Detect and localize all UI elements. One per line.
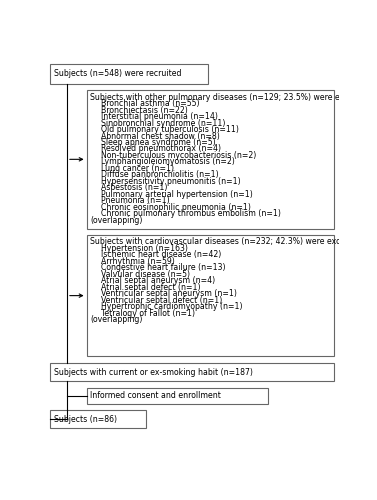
Text: Hypertrophic cardiomyopathy (n=1): Hypertrophic cardiomyopathy (n=1) xyxy=(101,302,243,311)
Text: Ventricular septal defect (n=1): Ventricular septal defect (n=1) xyxy=(101,296,222,304)
FancyBboxPatch shape xyxy=(87,90,334,228)
Text: Chronic eosinophilic pneumonia (n=1): Chronic eosinophilic pneumonia (n=1) xyxy=(101,202,251,211)
Text: Ischemic heart disease (n=42): Ischemic heart disease (n=42) xyxy=(101,250,221,260)
Text: Bronchiectasis (n=22): Bronchiectasis (n=22) xyxy=(101,106,188,114)
Text: Valvular disease (n=5): Valvular disease (n=5) xyxy=(101,270,190,279)
Text: (overlapping): (overlapping) xyxy=(90,315,143,324)
Text: Subjects with cardiovascular diseases (n=232; 42.3%) were excluded:: Subjects with cardiovascular diseases (n… xyxy=(90,238,365,246)
Text: Bronchial asthma (n=55): Bronchial asthma (n=55) xyxy=(101,99,200,108)
Text: Resolved pneumothorax (n=4): Resolved pneumothorax (n=4) xyxy=(101,144,221,154)
FancyBboxPatch shape xyxy=(87,235,334,356)
Text: Chronic pulmonary thrombus embolism (n=1): Chronic pulmonary thrombus embolism (n=1… xyxy=(101,209,281,218)
Text: Lymphangioleiomyomatosis (n=2): Lymphangioleiomyomatosis (n=2) xyxy=(101,158,235,166)
Text: Hypersensitivity pneumonitis (n=1): Hypersensitivity pneumonitis (n=1) xyxy=(101,177,241,186)
Text: Congestive heart failure (n=13): Congestive heart failure (n=13) xyxy=(101,264,226,272)
Text: Ventricular septal aneurysm (n=1): Ventricular septal aneurysm (n=1) xyxy=(101,289,237,298)
Text: Old pulmonary tuberculosis (n=11): Old pulmonary tuberculosis (n=11) xyxy=(101,125,239,134)
Text: Atrial septal defect (n=1): Atrial septal defect (n=1) xyxy=(101,283,201,292)
Text: Diffuse panbronchiolitis (n=1): Diffuse panbronchiolitis (n=1) xyxy=(101,170,219,179)
Text: Arrhythmia (n=59): Arrhythmia (n=59) xyxy=(101,257,175,266)
Text: Sinobronchial syndrome (n=11): Sinobronchial syndrome (n=11) xyxy=(101,118,225,128)
FancyBboxPatch shape xyxy=(87,388,268,404)
Text: Subjects (n=548) were recruited: Subjects (n=548) were recruited xyxy=(54,70,181,78)
Text: Informed consent and enrollment: Informed consent and enrollment xyxy=(90,392,221,400)
Text: Subjects with current or ex-smoking habit (n=187): Subjects with current or ex-smoking habi… xyxy=(54,368,253,376)
Text: Tetralogy of Fallot (n=1): Tetralogy of Fallot (n=1) xyxy=(101,308,195,318)
Text: Pulmonary arterial hypertension (n=1): Pulmonary arterial hypertension (n=1) xyxy=(101,190,253,198)
FancyBboxPatch shape xyxy=(50,64,208,84)
Text: Asbestosis (n=1): Asbestosis (n=1) xyxy=(101,184,167,192)
Text: (overlapping): (overlapping) xyxy=(90,216,143,224)
Text: Lung cancer (n=1): Lung cancer (n=1) xyxy=(101,164,174,173)
Text: Interstitial pneumonia (n=14): Interstitial pneumonia (n=14) xyxy=(101,112,218,121)
Text: Subjects (n=86): Subjects (n=86) xyxy=(54,414,116,424)
FancyBboxPatch shape xyxy=(50,410,146,428)
Text: Sleep apnea syndrome (n=5): Sleep apnea syndrome (n=5) xyxy=(101,138,216,147)
Text: Non-tuberculous mycobacteriosis (n=2): Non-tuberculous mycobacteriosis (n=2) xyxy=(101,151,256,160)
Text: Subjects with other pulmonary diseases (n=129; 23.5%) were excluded:: Subjects with other pulmonary diseases (… xyxy=(90,92,373,102)
Text: Atrial septal aneurysm (n=4): Atrial septal aneurysm (n=4) xyxy=(101,276,215,285)
Text: Abnormal chest shadow (n=8): Abnormal chest shadow (n=8) xyxy=(101,132,220,140)
Text: Pneumonia (n=1): Pneumonia (n=1) xyxy=(101,196,170,205)
FancyBboxPatch shape xyxy=(50,363,334,381)
Text: Hypertension (n=163): Hypertension (n=163) xyxy=(101,244,188,253)
